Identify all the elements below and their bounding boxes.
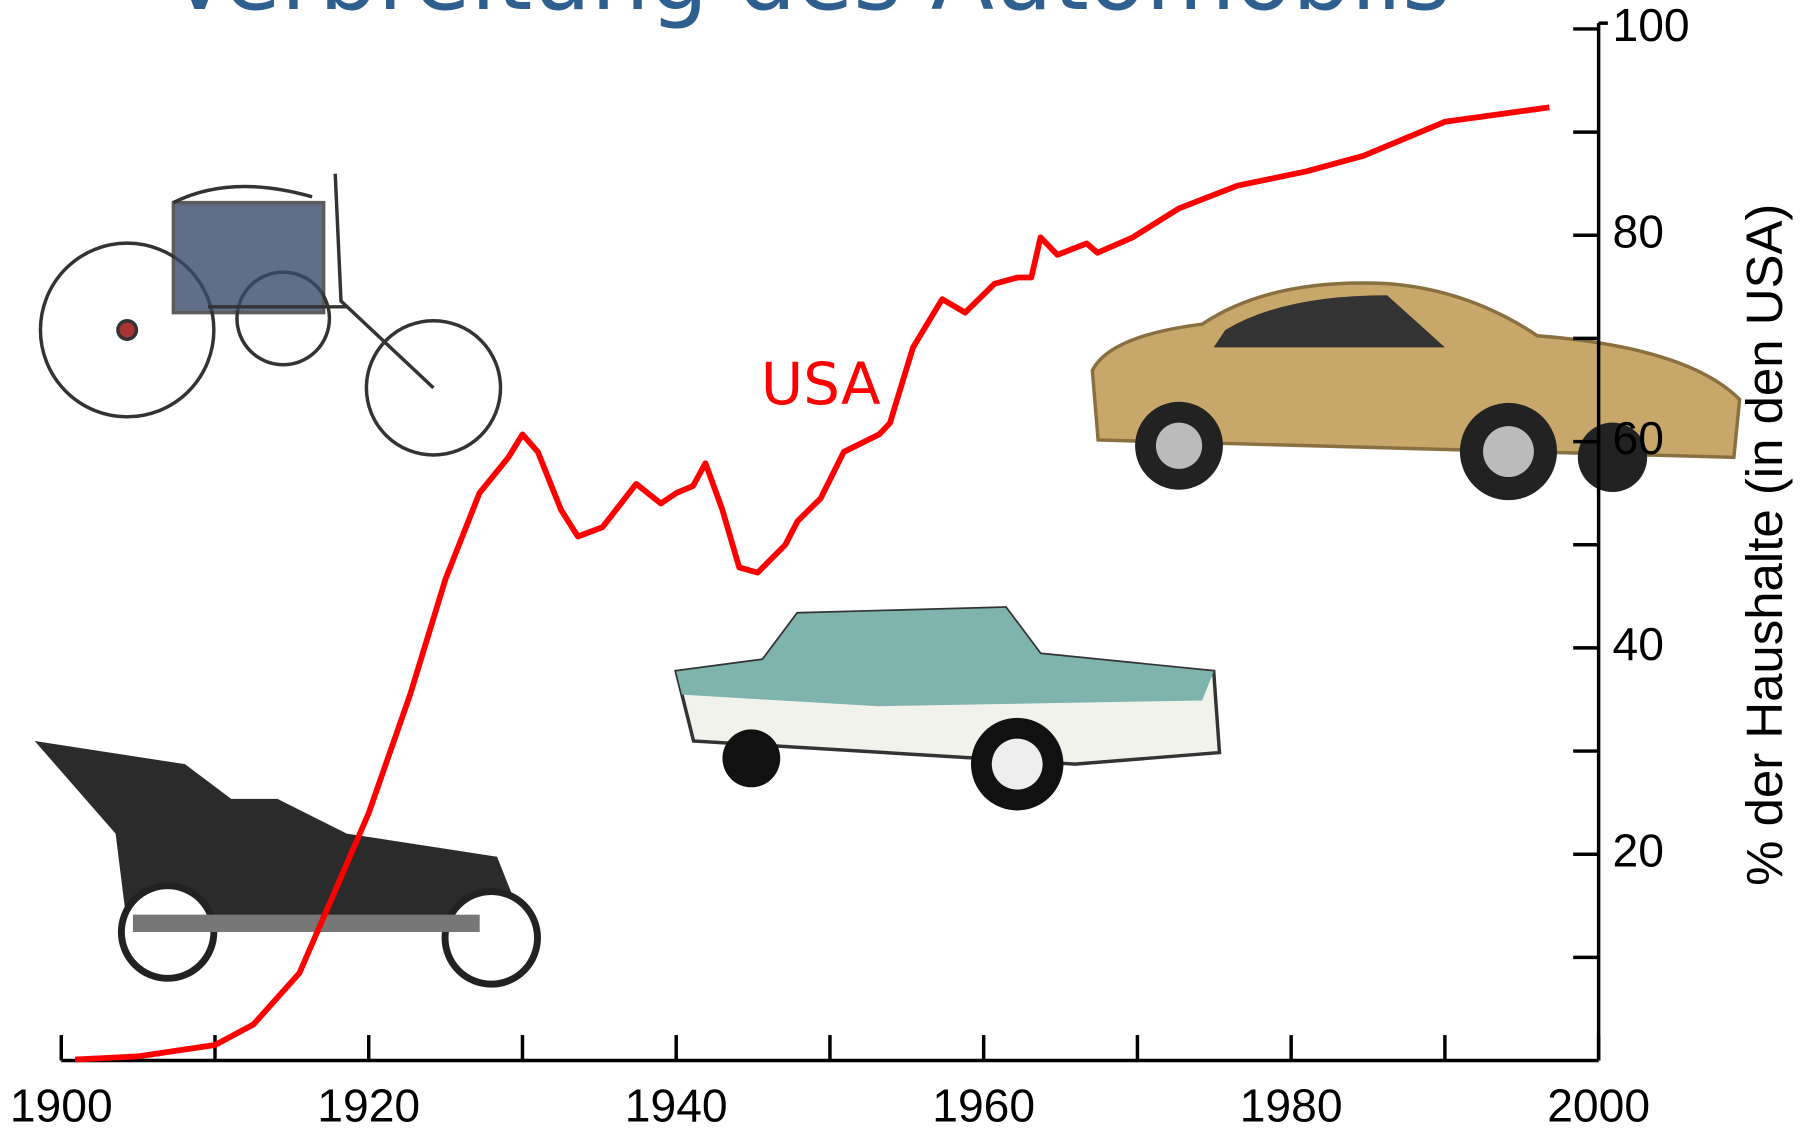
y-axis-label: % der Haushalte (in den USA)	[1736, 204, 1793, 886]
x-tick-label: 1980	[1240, 1079, 1343, 1130]
y-tick-label: 60	[1612, 412, 1663, 464]
x-tick-label: 1900	[10, 1079, 113, 1130]
x-tick-label: 1960	[932, 1079, 1035, 1130]
illustrations	[34, 173, 1742, 988]
data-line	[74, 104, 1550, 1063]
y-tick-label: 20	[1612, 824, 1663, 876]
x-tick-label: 1920	[317, 1079, 420, 1130]
y-tick-label: 80	[1612, 205, 1663, 257]
y-tick-label: 40	[1612, 618, 1663, 670]
x-tick-label: 1940	[625, 1079, 728, 1130]
x-tick-label: 2000	[1547, 1079, 1650, 1130]
model-t	[34, 740, 541, 988]
fifties-car	[674, 606, 1222, 811]
chart-title: Verbreitung des Automobils	[168, 0, 1450, 31]
benz-car	[38, 173, 503, 457]
modern-car	[1090, 281, 1742, 501]
y-tick-label: 100	[1612, 0, 1689, 51]
series-label: USA	[761, 350, 881, 418]
